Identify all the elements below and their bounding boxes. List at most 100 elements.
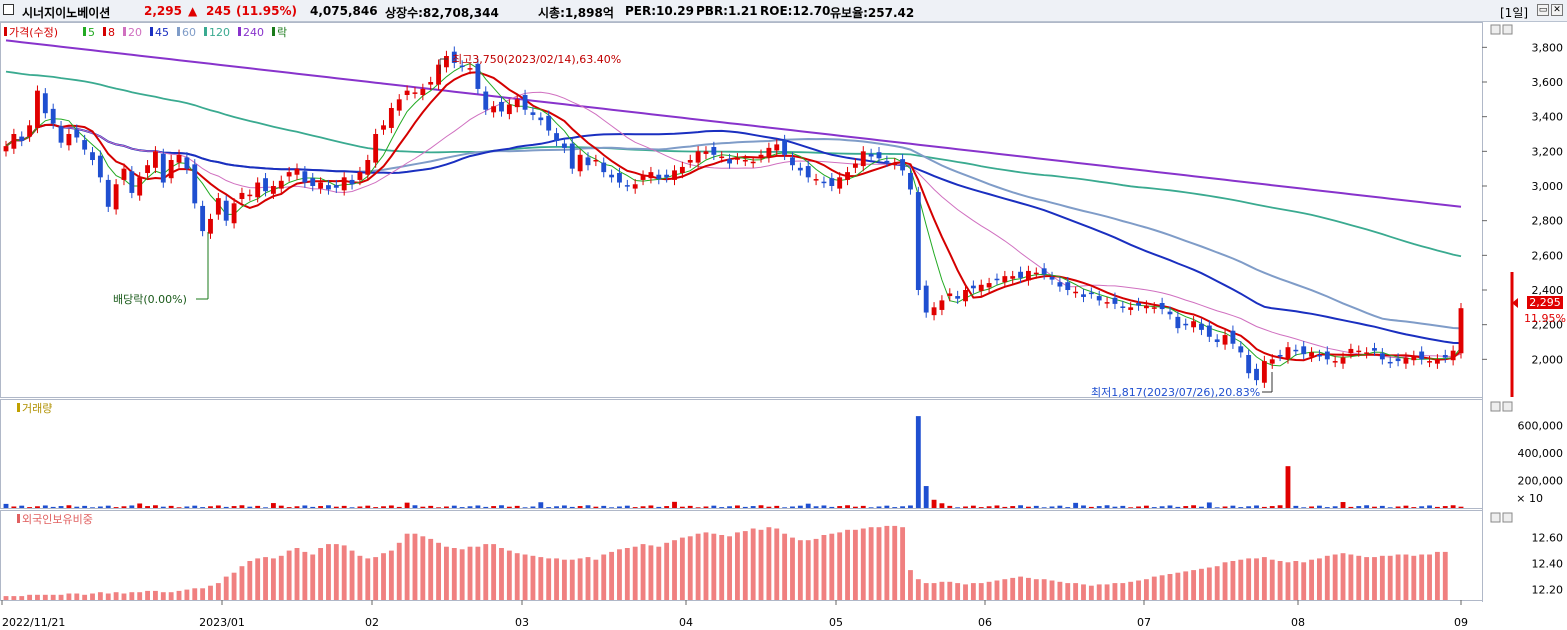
panel-close-icon[interactable] [1502, 24, 1513, 35]
volume-bar [774, 505, 780, 508]
foreign-ratio-bar [1277, 561, 1283, 600]
volume-bar [192, 505, 198, 508]
candle-body [153, 151, 158, 168]
restore-icon[interactable]: ▭ [1537, 4, 1549, 16]
close-icon[interactable]: ✕ [1551, 4, 1563, 16]
legend-marker [204, 27, 207, 36]
candle-body [3, 146, 9, 152]
volume-bar [1214, 507, 1220, 508]
foreign-ratio-bar [444, 546, 449, 600]
candle-body [1222, 335, 1228, 345]
ma-8-line [5, 71, 1462, 362]
change-arrow: ▲ [188, 4, 198, 18]
foreign-ratio-bar [672, 540, 677, 600]
foreign-ratio-bar [766, 527, 772, 600]
market-cap: 시총:1,898억 [538, 6, 614, 20]
candle-body [1191, 321, 1197, 328]
volume-bars [3, 416, 1464, 508]
panel-minimize-icon[interactable] [1490, 512, 1501, 523]
candle-body [923, 285, 929, 313]
ma-120-line [5, 70, 1462, 258]
foreign-ratio-bar [1372, 557, 1377, 600]
candle-body [310, 178, 316, 186]
volume-bar [939, 503, 945, 508]
candle-body [286, 172, 292, 177]
volume-bar [1395, 506, 1401, 508]
foreign-ratio-bar [1230, 561, 1236, 600]
volume-bar [1065, 507, 1071, 508]
panel-minimize-icon[interactable] [1490, 401, 1501, 412]
foreign-ratio-bar [302, 551, 308, 600]
foreign-ratio-bar [19, 596, 25, 600]
volume-bar [719, 507, 725, 508]
volume-bar [1033, 505, 1039, 508]
candle-body [805, 166, 811, 178]
candle-body [1309, 352, 1314, 357]
candle-body [499, 101, 504, 112]
foreign-ratio-bar [121, 593, 127, 600]
foreign-ratio-bar [593, 559, 599, 600]
volume-bar [1442, 506, 1448, 508]
volume-bar [640, 506, 646, 508]
y-tick-label: 2,800 [1532, 215, 1564, 228]
y-tick-label: 3,600 [1532, 76, 1564, 89]
volume-bar [27, 507, 33, 508]
volume-bar [1073, 502, 1079, 508]
panel-close-icon[interactable] [1502, 401, 1513, 412]
candle-body [947, 293, 953, 297]
candle-body [782, 140, 788, 155]
foreign-ratio-bar [90, 593, 95, 600]
foreign-ratio-bar [1246, 558, 1252, 600]
volume-bar [947, 505, 953, 508]
volume-tick-label: 400,000 [1518, 447, 1564, 460]
volume-bar [1364, 505, 1370, 508]
panel-close-icon[interactable] [1502, 512, 1513, 523]
candle-body [200, 205, 206, 232]
legend-label: 8 [108, 26, 115, 39]
candle-body [703, 151, 709, 154]
volume-bar [1010, 506, 1016, 508]
foreign-ratio-bar [326, 544, 331, 600]
period-selector[interactable]: [1일] [1500, 6, 1529, 20]
legend-marker [272, 27, 275, 36]
candle-body [585, 157, 591, 166]
volume-bar [955, 507, 961, 508]
volume-bar [845, 505, 850, 508]
volume-bar [200, 507, 206, 508]
foreign-ratio-bar [829, 533, 835, 600]
foreign-ratio-bar [310, 554, 316, 600]
candle-body [1364, 352, 1370, 354]
foreign-ratio-bar [483, 544, 489, 600]
volume-bar [1199, 506, 1204, 508]
candle-body [1356, 350, 1362, 353]
legend-marker [177, 27, 180, 36]
volume-bar [326, 505, 331, 508]
volume-bar [900, 506, 906, 508]
candle-body [1458, 308, 1464, 354]
foreign-ratio-bar [931, 583, 937, 600]
panel-minimize-icon[interactable] [1490, 24, 1501, 35]
volume-bar [467, 506, 473, 508]
foreign-ratio-bar [915, 579, 921, 600]
candle-body [1120, 306, 1126, 308]
volume-bar [1143, 505, 1149, 508]
candle-body [137, 177, 143, 196]
candle-body [1018, 271, 1023, 278]
candle-body [970, 285, 976, 289]
legend-marker [83, 27, 86, 36]
foreign-ratio-bar [530, 555, 536, 600]
x-tick-label: 05 [829, 616, 843, 629]
candle-body [420, 88, 426, 95]
foreign-ratio-bar [74, 593, 80, 600]
volume-bar [1222, 506, 1228, 508]
candle-body [294, 168, 300, 175]
candle-body [1395, 358, 1401, 362]
foreign-ratio-bar [499, 548, 504, 600]
candle-body [679, 166, 685, 173]
select-checkbox[interactable] [3, 4, 14, 15]
candle-body [160, 153, 166, 183]
candle-body [1151, 307, 1157, 309]
foreign-ratio-bar [1317, 558, 1322, 600]
candle-body [617, 173, 622, 183]
candle-body [577, 154, 583, 172]
